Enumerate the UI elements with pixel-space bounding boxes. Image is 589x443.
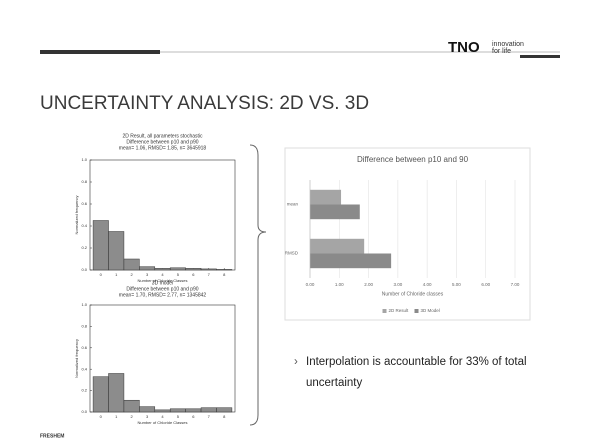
x-tick-label: 7 — [208, 272, 211, 277]
bar — [139, 406, 156, 413]
y-tick-label: RMSD — [285, 251, 299, 256]
header-bar — [520, 55, 560, 58]
y-tick-label: 1.0 — [81, 302, 87, 307]
bar — [108, 373, 125, 413]
x-tick-label: 3.00 — [393, 282, 402, 287]
bar — [310, 238, 365, 254]
legend-label: 3D Model — [421, 308, 440, 313]
x-tick-label: 1 — [115, 414, 118, 419]
bar — [123, 258, 140, 271]
footer: FRESHEM — [40, 433, 64, 439]
bar — [139, 266, 156, 271]
y-tick-label: 0.0 — [81, 267, 87, 272]
bar — [185, 408, 202, 413]
y-axis-label: Normalized frequency — [74, 196, 79, 235]
x-tick-label: 5 — [177, 414, 180, 419]
bullet: Interpolation is accountable for 33% of … — [294, 352, 581, 394]
bar — [169, 408, 186, 413]
y-tick-label: 0.6 — [81, 345, 87, 350]
chart-frame — [284, 147, 531, 321]
bar — [185, 268, 202, 271]
header-bar — [40, 50, 160, 54]
x-tick-label: 5.00 — [452, 282, 461, 287]
bar — [200, 407, 217, 413]
bar — [154, 409, 171, 413]
y-tick-label: 0.8 — [81, 179, 87, 184]
y-tick-label: 0.4 — [81, 223, 87, 228]
x-tick-label: 0 — [100, 414, 103, 419]
x-tick-label: 3 — [146, 272, 149, 277]
y-tick-label: 0.2 — [81, 245, 87, 250]
x-tick-label: 1 — [115, 272, 118, 277]
y-tick-label: 0.8 — [81, 323, 87, 328]
x-tick-label: 2 — [131, 414, 134, 419]
chart-title: Difference between p10 and 90 — [357, 155, 469, 164]
x-tick-label: 5 — [177, 272, 180, 277]
bracket — [249, 144, 267, 426]
chart-subtitle: Difference between p10 and p90 — [126, 286, 198, 292]
x-tick-label: 8 — [223, 272, 226, 277]
y-tick-label: 0.4 — [81, 366, 87, 371]
x-tick-label: 0 — [100, 272, 103, 277]
y-tick-label: mean — [287, 202, 299, 207]
x-tick-label: 7.00 — [511, 282, 520, 287]
slide-title: UNCERTAINTY ANALYSIS: 2D VS. 3D — [40, 93, 369, 114]
bar — [92, 220, 109, 271]
x-axis-label: Number of Chloride classes — [382, 291, 444, 297]
chart-title: 2D Result, all parameters stochastic — [122, 133, 203, 139]
tagline: innovation — [492, 41, 524, 48]
x-tick-label: 4 — [161, 414, 164, 419]
x-tick-label: 7 — [208, 414, 211, 419]
x-tick-label: 0.00 — [306, 282, 315, 287]
bar — [169, 267, 186, 271]
legend-label: 2D Result — [389, 308, 410, 313]
x-tick-label: 3 — [146, 414, 149, 419]
bar — [154, 268, 171, 271]
bar — [108, 231, 125, 271]
x-tick-label: 6.00 — [481, 282, 490, 287]
x-tick-label: 2 — [131, 272, 134, 277]
y-axis-label: Normalized frequency — [74, 339, 79, 378]
chart-title: 3D model — [152, 280, 173, 286]
bar — [92, 376, 109, 413]
bar — [216, 269, 233, 271]
legend-swatch — [382, 309, 387, 313]
bar — [216, 407, 233, 413]
x-axis-label: Number of Chloride Classes — [137, 278, 187, 283]
x-tick-label: 8 — [223, 414, 226, 419]
y-tick-label: 0.2 — [81, 388, 87, 393]
legend-swatch — [414, 309, 419, 313]
bar — [200, 268, 217, 271]
y-tick-label: 0.6 — [81, 201, 87, 206]
bar — [123, 399, 140, 413]
chart-annotation: mean= 1.70, RMSD= 2.77, n= 1345842 — [119, 292, 207, 298]
bar — [310, 189, 342, 205]
x-tick-label: 6 — [192, 272, 195, 277]
x-tick-label: 6 — [192, 414, 195, 419]
chart-annotation: mean= 1.06, RMSD= 1.85, n= 3645918 — [119, 145, 207, 151]
tagline: for life — [492, 48, 511, 55]
x-tick-label: 2.00 — [364, 282, 373, 287]
chart-subtitle: Difference between p10 and p90 — [126, 139, 198, 145]
logo: TNO — [448, 39, 480, 56]
x-tick-label: 4 — [161, 272, 164, 277]
bar — [310, 253, 392, 269]
x-tick-label: 1.00 — [335, 282, 344, 287]
x-tick-label: 4.00 — [423, 282, 432, 287]
y-tick-label: 0.0 — [81, 409, 87, 414]
bar — [310, 204, 360, 220]
x-axis-label: Number of Chloride Classes — [137, 420, 187, 425]
y-tick-label: 1.0 — [81, 157, 87, 162]
